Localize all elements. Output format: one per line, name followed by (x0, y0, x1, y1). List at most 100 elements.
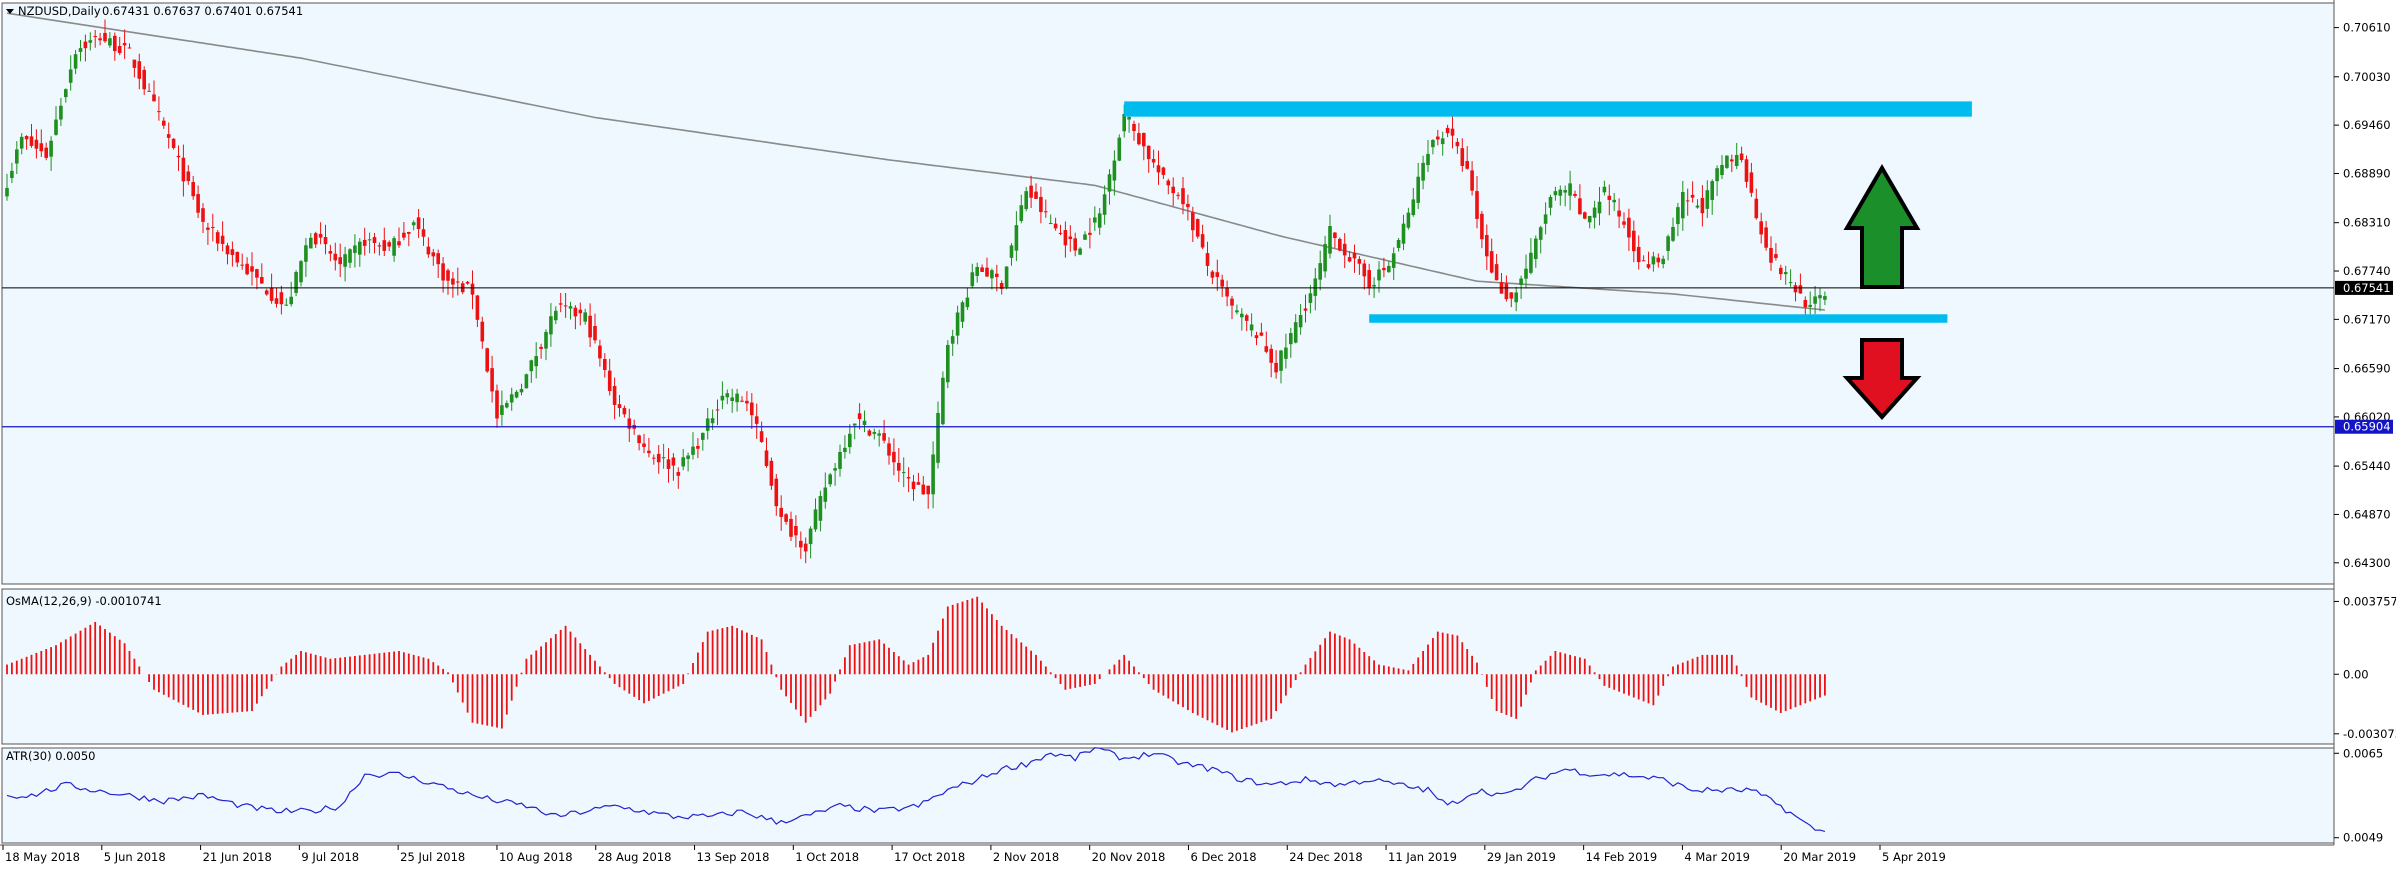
candle-body (911, 481, 916, 490)
candle (152, 80, 156, 102)
candle (1401, 214, 1406, 251)
up-arrow-icon[interactable] (1843, 164, 1921, 289)
candle-body (740, 400, 744, 402)
candle-body (1460, 148, 1465, 166)
down-arrow-icon[interactable] (1842, 338, 1922, 420)
candle (358, 238, 362, 267)
price-tick-label: 0.70030 (2343, 70, 2391, 84)
candle (803, 537, 808, 564)
candle (544, 329, 548, 361)
candle (157, 96, 161, 121)
candle (1627, 208, 1631, 251)
candle (1646, 251, 1651, 270)
price-scale-area (2334, 0, 2396, 869)
support-zone[interactable] (1369, 314, 1948, 323)
candle-body (519, 388, 524, 393)
candle-body (955, 312, 960, 336)
candle-body (676, 472, 681, 476)
candle (838, 444, 842, 477)
candle (1387, 261, 1391, 273)
time-tick-label: 24 Dec 2018 (1289, 850, 1362, 864)
candle (1568, 170, 1572, 211)
price-tick-label: 0.68890 (2343, 166, 2391, 180)
candle (24, 135, 29, 150)
candle (245, 257, 249, 276)
candle-body (681, 457, 685, 467)
candle-body (1274, 362, 1278, 373)
candle-body (475, 295, 480, 320)
candle (323, 224, 328, 255)
candle (1215, 259, 1220, 291)
candle-body (1078, 248, 1082, 255)
candle-body (1396, 239, 1401, 248)
candle-body (1303, 308, 1308, 311)
candle (1431, 139, 1435, 155)
candle (475, 295, 480, 328)
osma-pane[interactable] (1, 588, 2335, 745)
candle (740, 396, 744, 403)
candle-body (558, 303, 563, 305)
candle-body (1269, 348, 1273, 363)
candle-body (1754, 198, 1759, 219)
candle (882, 419, 886, 444)
candle (779, 495, 783, 531)
candle (642, 433, 646, 454)
candle-body (529, 360, 534, 372)
candle (960, 300, 965, 328)
candle-body (1323, 244, 1327, 272)
resistance-zone[interactable] (1124, 101, 1972, 117)
candle-body (68, 69, 73, 83)
candle-body (495, 390, 499, 419)
candle (1421, 155, 1425, 190)
candle-body (1592, 207, 1597, 218)
candle-body (730, 397, 734, 402)
current-price-badge (2335, 280, 2393, 295)
candle (73, 49, 78, 75)
candle (661, 443, 666, 469)
candle-body (1318, 263, 1322, 280)
candle-body (686, 455, 690, 459)
candle-body (1102, 194, 1107, 215)
price-tick-label: 0.64870 (2343, 507, 2391, 521)
candle (1676, 202, 1680, 237)
candle-body (647, 450, 651, 454)
candle-body (980, 267, 984, 272)
candle (916, 472, 921, 485)
candle-body (1014, 225, 1019, 251)
candle (19, 133, 24, 155)
candle-body (848, 433, 852, 448)
time-tick-label: 6 Dec 2018 (1190, 850, 1256, 864)
candle (206, 222, 210, 245)
candle (524, 373, 529, 389)
candle (1445, 124, 1450, 138)
candle (392, 236, 396, 262)
candle (1798, 273, 1803, 294)
candle (338, 243, 342, 278)
price-pane[interactable] (1, 2, 2335, 585)
collapse-triangle-icon[interactable] (6, 9, 14, 14)
candle (211, 213, 215, 242)
candle (691, 432, 695, 460)
candle-body (1284, 347, 1288, 359)
candle (1534, 235, 1538, 268)
candle (137, 53, 142, 90)
candle (681, 448, 685, 471)
candle-body (1558, 189, 1563, 196)
candle-body (1475, 191, 1479, 219)
candle-body (603, 358, 607, 370)
candle (1681, 180, 1685, 231)
atr-pane[interactable] (1, 747, 2335, 844)
candle-body (1058, 232, 1063, 234)
candle (1382, 257, 1386, 278)
candle-body (1705, 190, 1710, 209)
candle-body (1504, 283, 1509, 300)
candle (39, 129, 44, 157)
candle (1818, 287, 1822, 312)
candle (1284, 333, 1288, 369)
price-tick-label: 0.67740 (2343, 264, 2391, 278)
candle (554, 306, 558, 325)
time-tick-label: 20 Nov 2018 (1092, 850, 1166, 864)
candle (421, 218, 426, 246)
